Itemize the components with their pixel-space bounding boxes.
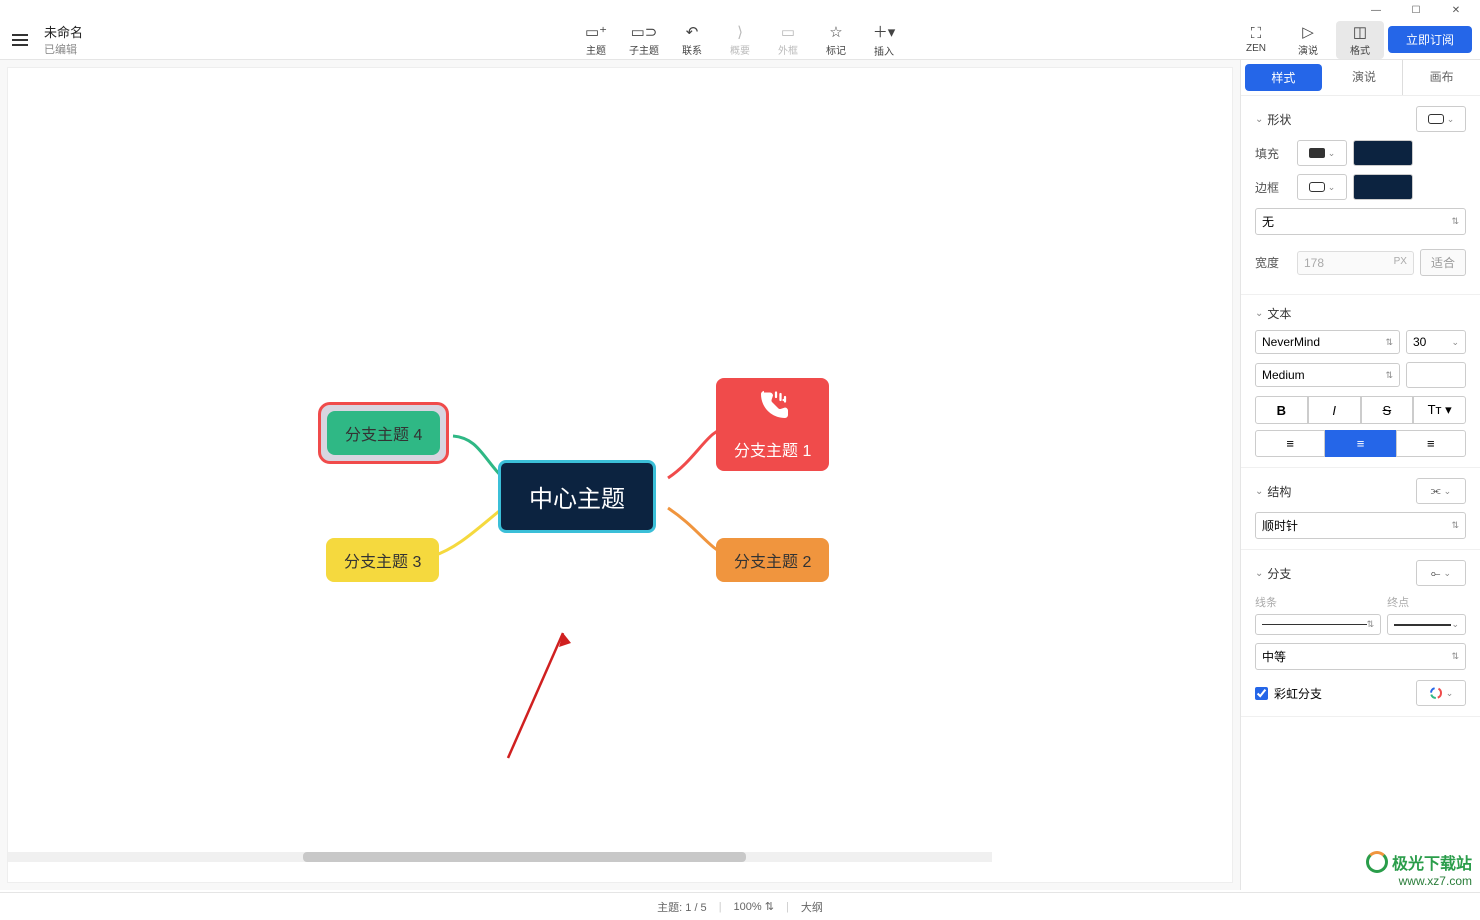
align-left-button[interactable]: ≡: [1255, 430, 1325, 457]
tool-3: ⟩概要: [716, 21, 764, 59]
branch-topic-4[interactable]: 分支主题 4: [318, 402, 449, 464]
italic-button[interactable]: I: [1308, 396, 1361, 424]
branch-topic-2[interactable]: 分支主题 2: [716, 538, 829, 582]
tool-5[interactable]: ☆标记: [812, 21, 860, 59]
tool-1[interactable]: ▭⊃子主题: [620, 21, 668, 59]
section-text[interactable]: 文本: [1255, 305, 1466, 322]
font-weight-select[interactable]: Medium⇅: [1255, 363, 1400, 387]
tool-icon: ⟩: [737, 23, 743, 41]
zoom-level[interactable]: 100% ⇅: [734, 900, 774, 913]
tool-6[interactable]: ＋▾插入: [860, 21, 908, 59]
section-branch[interactable]: 分支 ⟜⌄: [1255, 560, 1466, 586]
border-line-select[interactable]: 无⇅: [1255, 208, 1466, 235]
bold-button[interactable]: B: [1255, 396, 1308, 424]
width-label: 宽度: [1255, 254, 1291, 271]
font-select[interactable]: NeverMind⇅: [1255, 330, 1400, 354]
align-center-button[interactable]: ≡: [1325, 430, 1395, 457]
tool-icon: ☆: [829, 23, 842, 41]
watermark: 极光下载站 www.xz7.com: [1366, 850, 1472, 888]
fill-color[interactable]: [1353, 140, 1413, 166]
thickness-select[interactable]: 中等⇅: [1255, 643, 1466, 670]
tool-icon: ▭: [781, 23, 795, 41]
close-button[interactable]: ✕: [1436, 1, 1476, 19]
shape-picker[interactable]: ⌄: [1416, 106, 1466, 132]
fill-style-picker[interactable]: ⌄: [1297, 140, 1347, 166]
line-style-select[interactable]: ⇅: [1255, 614, 1381, 635]
tool-icon: ▭⁺: [585, 23, 607, 41]
toolbar: 未命名 已编辑 ▭⁺主题▭⊃子主题↶联系⟩概要▭外框☆标记＋▾插入 ⛶ZEN▷演…: [0, 20, 1480, 60]
tool-right-1[interactable]: ▷演说: [1284, 21, 1332, 59]
width-input[interactable]: 178 PX: [1297, 251, 1414, 275]
text-color[interactable]: [1406, 362, 1466, 388]
tab-canvas[interactable]: 画布: [1402, 60, 1480, 95]
rainbow-color-picker[interactable]: ⌄: [1416, 680, 1466, 706]
branch-topic-3[interactable]: 分支主题 3: [326, 538, 439, 582]
maximize-button[interactable]: ☐: [1396, 1, 1436, 19]
border-label: 边框: [1255, 179, 1291, 196]
tab-style[interactable]: 样式: [1245, 64, 1322, 91]
border-style-picker[interactable]: ⌄: [1297, 174, 1347, 200]
section-structure[interactable]: 结构 ⫘⌄: [1255, 478, 1466, 504]
center-topic[interactable]: 中心主题: [498, 460, 656, 533]
align-right-button[interactable]: ≡: [1396, 430, 1466, 457]
outline-button[interactable]: 大纲: [801, 899, 823, 915]
format-panel: 样式 演说 画布 形状 ⌄ 填充 ⌄ 边框 ⌄ 无⇅ 宽度 178 P: [1240, 60, 1480, 890]
font-size-select[interactable]: 30⌄: [1406, 330, 1466, 354]
tool-icon: ◫: [1353, 23, 1367, 41]
tool-icon: ⛶: [1251, 25, 1262, 42]
topic-count: 主题: 1 / 5: [657, 899, 707, 915]
minimize-button[interactable]: —: [1356, 1, 1396, 19]
horizontal-scrollbar[interactable]: [8, 852, 992, 862]
doc-name: 未命名: [44, 22, 83, 41]
status-bar: 主题: 1 / 5 | 100% ⇅ | 大纲: [0, 892, 1480, 920]
border-color[interactable]: [1353, 174, 1413, 200]
structure-order-select[interactable]: 顺时针⇅: [1255, 512, 1466, 539]
fill-label: 填充: [1255, 145, 1291, 162]
tool-4: ▭外框: [764, 21, 812, 59]
branch-topic-1[interactable]: 分支主题 1: [716, 378, 829, 471]
branch-shape-picker[interactable]: ⟜⌄: [1416, 560, 1466, 586]
menu-button[interactable]: [8, 28, 32, 52]
section-shape[interactable]: 形状 ⌄: [1255, 106, 1466, 132]
tool-icon: ↶: [686, 23, 699, 41]
subscribe-button[interactable]: 立即订阅: [1388, 26, 1472, 53]
tool-2[interactable]: ↶联系: [668, 21, 716, 59]
doc-status: 已编辑: [44, 41, 83, 57]
text-case-button[interactable]: Tт ▾: [1413, 396, 1466, 424]
rainbow-checkbox[interactable]: [1255, 687, 1268, 700]
fit-button[interactable]: 适合: [1420, 249, 1466, 276]
tool-0[interactable]: ▭⁺主题: [572, 21, 620, 59]
tool-icon: ▭⊃: [631, 23, 658, 41]
endpoint-select[interactable]: ⌄: [1387, 614, 1466, 635]
rainbow-label: 彩虹分支: [1274, 685, 1322, 702]
strike-button[interactable]: S: [1361, 396, 1414, 424]
line-label: 线条: [1255, 594, 1381, 610]
tool-icon: ＋▾: [873, 21, 896, 42]
canvas-area[interactable]: 中心主题分支主题 1 分支主题 2 分支主题 3 分支主题 4: [0, 60, 1240, 890]
phone-icon: [755, 388, 791, 424]
tool-icon: ▷: [1302, 23, 1314, 41]
tab-present[interactable]: 演说: [1326, 60, 1403, 95]
document-title: 未命名 已编辑: [44, 22, 83, 57]
endpoint-label: 终点: [1387, 594, 1466, 610]
tool-right-0[interactable]: ⛶ZEN: [1232, 21, 1280, 59]
structure-picker[interactable]: ⫘⌄: [1416, 478, 1466, 504]
watermark-logo-icon: [1366, 851, 1388, 873]
tool-right-2[interactable]: ◫格式: [1336, 21, 1384, 59]
